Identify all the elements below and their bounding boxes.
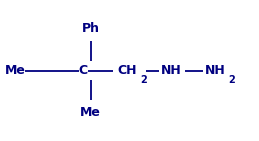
Text: 2: 2 bbox=[229, 75, 235, 85]
Text: Ph: Ph bbox=[82, 22, 100, 35]
Text: 2: 2 bbox=[141, 75, 147, 85]
Text: Me: Me bbox=[5, 64, 26, 77]
Text: Me: Me bbox=[80, 106, 101, 119]
Text: NH: NH bbox=[161, 64, 181, 77]
Text: NH: NH bbox=[205, 64, 225, 77]
Text: CH: CH bbox=[117, 64, 137, 77]
Text: C: C bbox=[78, 64, 88, 77]
